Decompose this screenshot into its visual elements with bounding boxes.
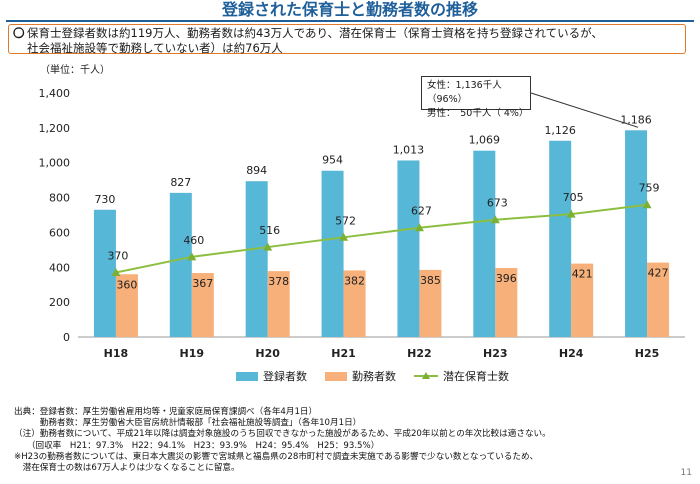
x-tick-label: H21 [331, 347, 356, 360]
y-tick-label: 1,400 [39, 87, 71, 100]
data-label-registered: 827 [170, 176, 191, 189]
y-tick-label: 1,200 [39, 122, 71, 135]
bar-employed [191, 273, 214, 337]
y-tick-label: 800 [49, 192, 70, 205]
bar-registered [93, 209, 116, 337]
data-label-registered: 1,013 [393, 143, 425, 156]
marker-potential [111, 268, 121, 277]
data-label-registered: 1,069 [469, 134, 501, 147]
x-tick-label: H25 [635, 347, 660, 360]
x-tick-label: H24 [559, 347, 584, 360]
legend-potential: 潜在保育士数 [414, 368, 509, 384]
data-label-employed: 378 [268, 275, 289, 288]
bar-employed [267, 271, 290, 337]
bar-registered [549, 140, 572, 337]
data-label-potential: 370 [107, 250, 128, 263]
bar-registered [625, 130, 648, 337]
bar-registered [169, 192, 192, 337]
bar-employed [495, 267, 518, 337]
legend-employed: 勤務者数 [325, 368, 396, 384]
x-tick-label: H22 [407, 347, 432, 360]
note-line: （注）勤務者数について、平成21年以降は調査対象施設のうち回収できなかった施設が… [14, 429, 551, 440]
callout-leader [530, 92, 639, 128]
page-title: 登録された保育士と勤務者数の推移 [221, 0, 478, 19]
summary-line-1: 保育士登録者数は約119万人、勤務者数は約43万人であり、潜在保育士（保育士資格… [27, 26, 603, 40]
y-tick-label: 400 [49, 261, 70, 274]
line-potential [115, 203, 648, 274]
x-tick-label: H18 [104, 347, 129, 360]
chart-legend: 登録者数 勤務者数 潜在保育士数 [236, 368, 509, 384]
y-tick-label: 600 [49, 226, 70, 239]
page-number: 11 [680, 468, 692, 478]
marker-potential [187, 252, 197, 261]
data-label-registered: 894 [246, 164, 267, 177]
summary-line-2: 社会福祉施設等で勤務していない者）は約76万人 [27, 41, 283, 55]
note-line: 出典：登録者数：厚生労働省雇用均等・児童家庭局保育課調べ（各年4月1日） [14, 407, 318, 417]
data-label-potential: 460 [183, 234, 204, 247]
legend-swatch-employed [325, 371, 347, 381]
gender-callout: 女性：1,136千人（96%） 男性： 50千人（ 4%） [421, 76, 531, 119]
y-tick-label: 1,000 [39, 157, 71, 170]
marker-potential [566, 209, 576, 218]
y-unit-label: （単位：千人） [40, 63, 110, 76]
y-tick-label: 0 [63, 331, 70, 344]
data-label-employed: 385 [420, 274, 441, 287]
x-tick-label: H20 [255, 347, 280, 360]
bar-employed [571, 263, 594, 337]
legend-label-registered: 登録者数 [263, 370, 307, 383]
legend-swatch-registered [236, 371, 258, 381]
data-label-potential: 572 [335, 214, 356, 227]
data-label-potential: 627 [411, 205, 432, 218]
title-underline [6, 20, 694, 22]
callout-male: 男性： 50千人（ 4%） [427, 108, 529, 119]
data-label-potential: 705 [563, 191, 584, 204]
note-line: 潜在保育士の数は67万人よりは少なくなることに留意。 [14, 463, 240, 474]
data-label-registered: 1,126 [544, 124, 576, 137]
y-tick-label: 200 [49, 296, 70, 309]
legend-label-employed: 勤務者数 [352, 370, 396, 383]
bar-registered [321, 170, 344, 337]
x-tick-label: H19 [180, 347, 205, 360]
bar-employed [419, 269, 442, 337]
legend-label-potential: 潜在保育士数 [443, 370, 509, 383]
legend-registered: 登録者数 [236, 368, 307, 384]
data-label-employed: 382 [344, 274, 365, 287]
data-label-potential: 759 [639, 182, 660, 195]
data-label-registered: 954 [322, 154, 343, 167]
data-label-employed: 367 [192, 277, 213, 290]
bar-line-chart: （単位：千人） 0 200 400 600 800 1,000 1,200 1,400 730 36… [39, 63, 685, 360]
bar-employed [343, 270, 366, 337]
bar-registered [245, 181, 268, 337]
data-label-registered: 730 [94, 193, 115, 206]
data-label-potential: 516 [259, 224, 280, 237]
source-notes: 出典：登録者数：厚生労働省雇用均等・児童家庭局保育課調べ（各年4月1日） 勤務者… [14, 407, 684, 474]
data-label-employed: 396 [496, 272, 517, 285]
marker-potential [414, 223, 424, 232]
bar-employed [115, 274, 138, 337]
data-label-employed: 360 [116, 278, 137, 291]
data-label-employed: 427 [648, 267, 669, 280]
data-label-employed: 421 [572, 268, 593, 281]
data-label-registered: 1,186 [620, 113, 652, 126]
marker-potential [490, 215, 500, 224]
bar-registered [473, 150, 496, 337]
note-line: ※H23の勤務者数については、東日本大震災の影響で宮城県と福島県の28市町村で調… [14, 451, 539, 462]
x-tick-label: H23 [483, 347, 508, 360]
bar-employed [647, 262, 670, 337]
callout-female: 女性：1,136千人（96%） [427, 80, 502, 105]
marker-potential [339, 232, 349, 241]
legend-swatch-potential [414, 371, 438, 381]
marker-potential [263, 242, 273, 251]
data-label-potential: 673 [487, 197, 508, 210]
marker-potential [642, 200, 652, 209]
summary-box: 〇保育士登録者数は約119万人、勤務者数は約43万人であり、潜在保育士（保育士資… [8, 24, 686, 55]
note-line: （回収率 H21：97.3% H22：94.1% H23：93.9% H24：9… [14, 440, 380, 451]
summary-bullet: 〇 [13, 26, 25, 40]
note-line: 勤務者数：厚生労働省大臣官房統計情報部「社会福祉施設等調査」（各年10月1日） [14, 418, 362, 429]
bar-registered [397, 160, 420, 337]
